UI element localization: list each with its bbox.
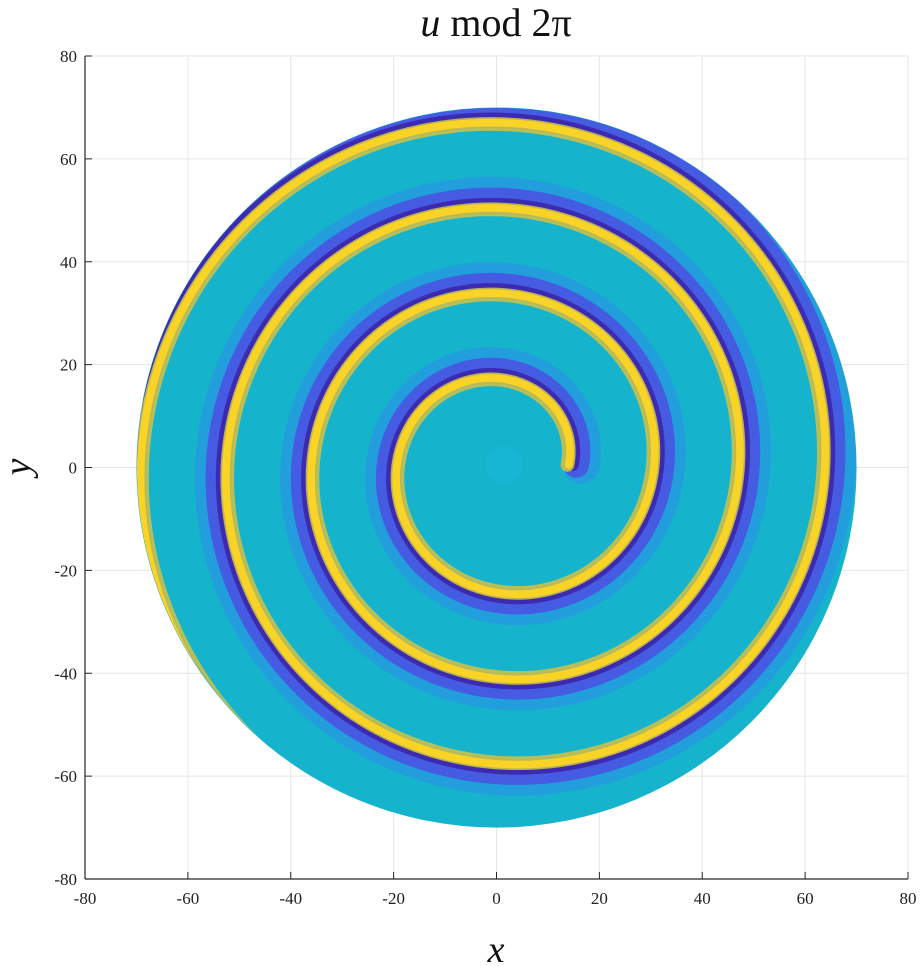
x-tick-label: 60 [797, 889, 814, 908]
y-tick-label: 80 [60, 47, 77, 66]
x-tick-label: -20 [382, 889, 405, 908]
x-tick-label: 0 [492, 889, 501, 908]
x-tick-label: 40 [694, 889, 711, 908]
y-tick-label: -40 [54, 664, 77, 683]
y-tick-labels: -80 -60 -40 -20 0 20 40 60 80 [54, 47, 77, 889]
x-tick-label: 80 [900, 889, 917, 908]
y-tick-label: -60 [54, 767, 77, 786]
chart-title: u mod 2π [420, 0, 571, 45]
spiral-core [485, 446, 524, 484]
x-tick-label: 20 [591, 889, 608, 908]
y-axis-title: y [0, 458, 39, 479]
x-axis-title: x [487, 929, 505, 966]
y-tick-label: -20 [54, 561, 77, 580]
y-tick-label: 40 [60, 253, 77, 272]
y-tick-label: 0 [69, 459, 78, 478]
x-tick-label: -80 [74, 889, 97, 908]
title-rest: mod 2π [440, 0, 571, 45]
x-tick-label: -40 [279, 889, 302, 908]
y-tick-label: 60 [60, 150, 77, 169]
x-tick-label: -60 [177, 889, 200, 908]
x-tick-labels: -80 -60 -40 -20 0 20 40 60 80 [74, 889, 917, 908]
title-variable: u [420, 0, 440, 45]
y-tick-label: 20 [60, 356, 77, 375]
axes-frame [84, 55, 909, 880]
y-tick-label: -80 [54, 870, 77, 889]
